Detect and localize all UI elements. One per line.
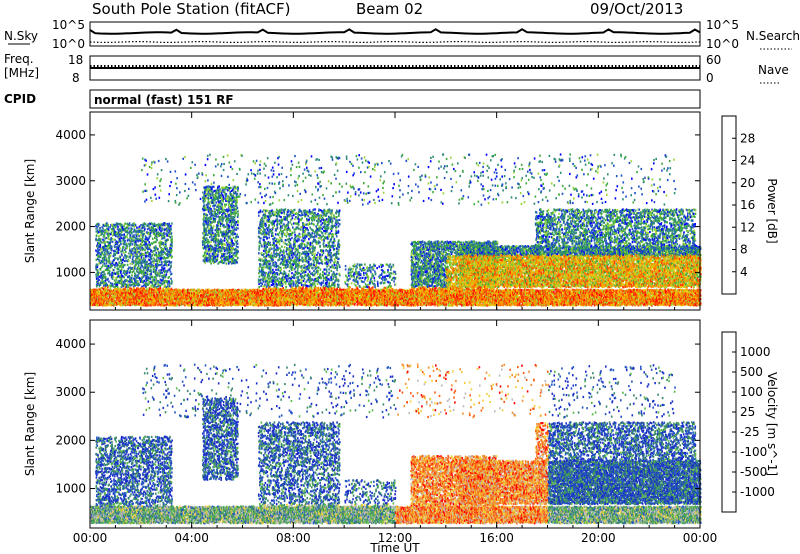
- noise-right-tick-top: 10^5: [706, 18, 739, 32]
- echo-cell: [160, 290, 162, 292]
- echo-cell: [224, 301, 226, 303]
- nave-tick-bottom: 0: [706, 71, 714, 85]
- noise-sky-line: [90, 29, 700, 33]
- echo-cell: [163, 304, 165, 306]
- noise-search-label: N.Search: [746, 29, 800, 43]
- noise-right-tick-bottom: 10^0: [706, 37, 739, 51]
- cpid-panel: CPID normal (fast) 151 RF: [4, 90, 700, 108]
- echo-cell: [277, 298, 279, 300]
- echo-cell: [207, 304, 209, 306]
- nave-label: Nave: [758, 63, 789, 77]
- echo-cell: [143, 304, 145, 306]
- noise-sky-label: N.Sky: [4, 29, 38, 43]
- cpid-label: CPID: [4, 92, 36, 106]
- cpid-mode: normal (fast) 151 RF: [94, 93, 234, 107]
- station-title: South Pole Station (fitACF): [92, 0, 290, 18]
- beam-title: Beam 02: [356, 0, 423, 18]
- freq-panel: Freq. [MHz] 18 8 60 0 Nave: [4, 52, 789, 85]
- echo-cell: [146, 293, 148, 295]
- echo-cell: [217, 294, 219, 296]
- date-title: 09/Oct/2013: [590, 0, 683, 18]
- freq-label-2: [MHz]: [4, 66, 39, 80]
- echo-cell: [194, 298, 196, 300]
- power-scatter: [90, 153, 702, 306]
- echo-cell: [261, 304, 263, 306]
- echo-cell: [91, 302, 93, 304]
- freq-label-1: Freq.: [4, 52, 34, 66]
- noise-search-line: [90, 42, 700, 43]
- echo-cell: [179, 296, 181, 298]
- echo-cell: [217, 289, 219, 291]
- noise-panel: N.Sky 10^5 10^0 10^5 10^0 N.Search: [4, 18, 800, 51]
- noise-left-tick-bottom: 10^0: [52, 37, 85, 51]
- freq-tick-bottom: 8: [72, 71, 80, 85]
- echo-cell: [198, 295, 200, 297]
- echo-cell: [182, 293, 184, 295]
- freq-tick-top: 18: [68, 53, 83, 67]
- noise-left-tick-top: 10^5: [52, 18, 85, 32]
- nave-tick-top: 60: [706, 53, 721, 67]
